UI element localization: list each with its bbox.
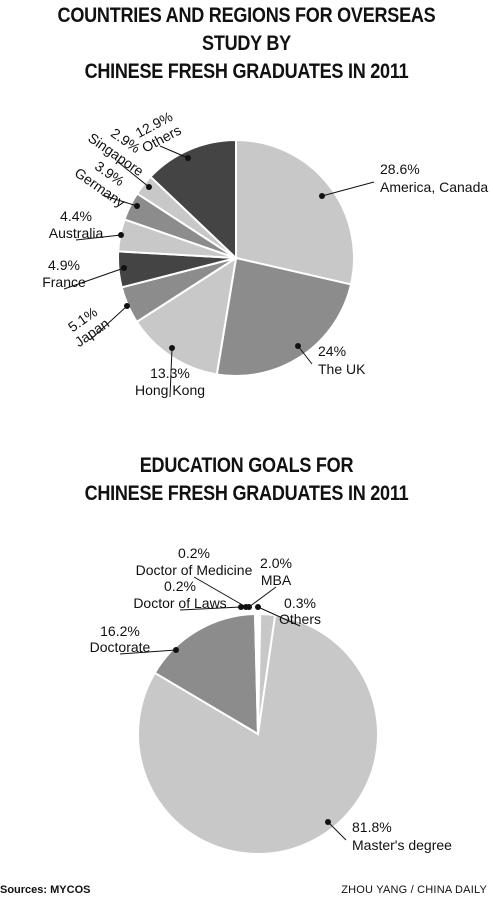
pie1-value-america-canada: 28.6% (380, 161, 420, 177)
pie2-dot-mba (246, 604, 252, 610)
pie1-label-australia: 4.4%Australia (49, 208, 104, 241)
pie2-value-doctor-of-medicine: 0.2% (178, 545, 210, 561)
pie2-dot-master-s-degree (325, 819, 331, 825)
pie1-name-australia: Australia (49, 225, 104, 241)
pie1-name-hong-kong: Hong Kong (135, 382, 205, 398)
pie2-label-doctorate: 16.2%Doctorate (90, 623, 151, 655)
pie1-leader-france (63, 267, 125, 290)
pie1-leader-america-canada (321, 181, 375, 197)
pie1-slice-the-uk (215, 256, 353, 377)
pie2-value-others: 0.3% (284, 595, 316, 611)
pie1-value-australia: 4.4% (60, 208, 92, 224)
pie1-leader-others (159, 145, 189, 159)
pie2-name-doctor-of-laws: Doctor of Laws (133, 595, 226, 611)
pie2-value-mba: 2.0% (260, 555, 292, 571)
pie2-name-doctor-of-medicine: Doctor of Medicine (136, 562, 253, 578)
pie1-label-france: 4.9%France (42, 257, 86, 290)
pie1-dot-australia (118, 232, 124, 238)
credit-note: ZHOU YANG / CHINA DAILY (341, 884, 487, 896)
pie2-label-mba: 2.0%MBA (260, 555, 292, 588)
pie2-slice-doctorate (153, 613, 260, 736)
pie2-dot-doctorate (173, 647, 179, 653)
pie2-label-doctor-of-laws: 0.2%Doctor of Laws (133, 578, 226, 611)
pie2-value-doctorate: 16.2% (100, 623, 140, 639)
chart1-title: COUNTRIES AND REGIONS FOR OVERSEAS STUDY… (35, 2, 459, 86)
pie2-value-doctor-of-laws: 0.2% (164, 578, 196, 594)
pie1-dot-france (121, 265, 127, 271)
chart1-title-line2: CHINESE FRESH GRADUATES IN 2011 (84, 60, 409, 83)
pie2-slice-doctor-of-medicine (255, 612, 259, 735)
pie2-leader-doctor-of-laws (179, 606, 242, 611)
chart2-title: EDUCATION GOALS FOR CHINESE FRESH GRADUA… (35, 452, 459, 508)
pie2-name-doctorate: Doctorate (90, 639, 151, 655)
source-note: Sources: MYCOS (0, 884, 91, 896)
pie2-leader-doctor-of-medicine (193, 576, 247, 608)
pie1-value-france: 4.9% (48, 257, 80, 273)
pie2-label-master-s-degree: 81.8% Master's degree (352, 819, 452, 853)
pie1-dot-the-uk (295, 343, 301, 349)
pie1-leader-germany (101, 194, 138, 207)
pie2-dot-others (255, 604, 261, 610)
pie1-slice-america-canada (235, 138, 355, 286)
chart1-title-line1: COUNTRIES AND REGIONS FOR OVERSEAS STUDY… (57, 4, 436, 55)
pie1-name-america-canada: America, Canada (380, 179, 488, 195)
pie1-label-japan: 5.1%Japan (65, 304, 112, 350)
pie2-name-master-s-degree: Master's degree (352, 837, 452, 853)
pie1-leader-hong-kong (169, 347, 173, 398)
chart2-title-line2: CHINESE FRESH GRADUATES IN 2011 (84, 482, 409, 505)
pie2-label-doctor-of-medicine: 0.2%Doctor of Medicine (136, 545, 253, 578)
pie1-label-america-canada: 28.6% America, Canada (380, 161, 488, 195)
pie1-leader-australia (75, 234, 122, 241)
pie1-dot-others (185, 155, 191, 161)
pie1-dot-singapore (146, 184, 152, 190)
pie1-value-the-uk: 24% (318, 343, 346, 359)
pie2-value-master-s-degree: 81.8% (352, 819, 392, 835)
chart2-title-line1: EDUCATION GOALS FOR (139, 454, 354, 477)
pie1-leader-japan (89, 305, 128, 341)
pie2-leader-others (257, 606, 301, 627)
pie1-dot-japan (124, 303, 130, 309)
pie1-name-the-uk: The UK (318, 361, 366, 377)
pie2-label-others: 0.3%Others (279, 595, 321, 627)
pie2-leader-mba (248, 586, 277, 608)
pie1-dot-hong-kong (169, 345, 175, 351)
pie1-dot-america-canada (319, 193, 325, 199)
pie1-dot-germany (134, 203, 140, 209)
pie1-value-hong-kong: 13.3% (150, 365, 190, 381)
pie1-leader-the-uk (297, 345, 313, 365)
pie1-slice-others (149, 138, 237, 261)
pie2-name-others: Others (279, 611, 321, 627)
pie1-label-hong-kong: 13.3%Hong Kong (135, 365, 205, 398)
pie2-name-mba: MBA (261, 572, 292, 588)
pie2-leader-doctorate (119, 649, 177, 655)
pie1-leader-singapore (117, 161, 150, 188)
pie1-label-the-uk: 24% The UK (318, 343, 366, 377)
pie1-name-france: France (42, 274, 86, 290)
pie2-leader-master-s-degree (327, 821, 347, 841)
